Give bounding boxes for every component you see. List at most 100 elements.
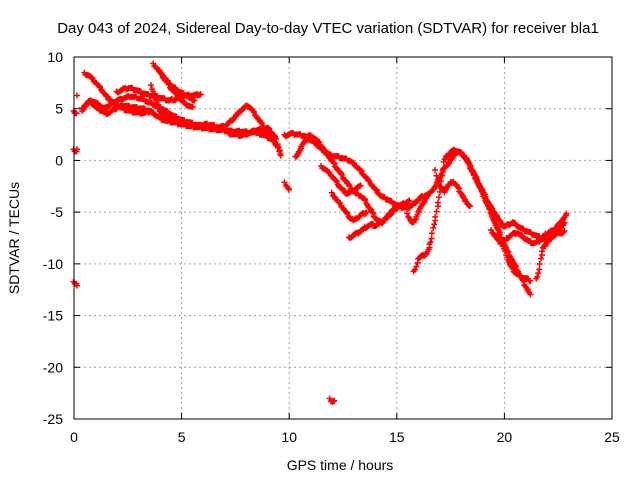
data-point <box>330 159 337 166</box>
y-tick-label: 0 <box>55 152 63 168</box>
data-point <box>406 197 413 204</box>
data-point <box>536 266 543 273</box>
plot-frame <box>73 56 613 420</box>
series-arc-b <box>70 92 80 117</box>
x-tick-label: 5 <box>178 429 186 445</box>
data-point <box>486 206 493 213</box>
data-point <box>365 177 372 184</box>
data-point <box>534 273 541 280</box>
y-tick-label: -20 <box>43 359 63 375</box>
data-point <box>527 291 534 298</box>
axis-ticks: 0 5 10 15 20 25 10 5 0 -5 -10 -15 -20 -25 <box>43 49 620 445</box>
data-point <box>333 178 340 185</box>
data-point <box>560 228 567 235</box>
y-tick-label: -5 <box>51 204 64 220</box>
x-tick-label: 0 <box>70 429 78 445</box>
data-point <box>404 210 411 217</box>
data-point <box>73 146 80 153</box>
data-series <box>70 60 570 406</box>
data-point <box>538 248 545 255</box>
data-point <box>440 165 447 172</box>
data-point <box>73 282 80 289</box>
data-point <box>433 172 440 179</box>
data-point <box>561 227 568 234</box>
series-arc-j <box>156 67 198 104</box>
data-point <box>337 170 344 177</box>
data-point <box>433 208 440 215</box>
data-point <box>454 184 461 191</box>
data-point <box>434 199 441 206</box>
series-arc-w <box>432 166 473 210</box>
data-point <box>285 186 292 193</box>
data-point <box>197 91 204 98</box>
data-point <box>527 278 534 285</box>
data-point <box>323 149 330 156</box>
series-arc-s <box>346 197 413 242</box>
data-point <box>432 213 439 220</box>
series-arc-t <box>326 395 338 406</box>
data-point <box>479 187 486 194</box>
data-point <box>362 197 369 204</box>
x-tick-label: 25 <box>604 429 620 445</box>
data-point <box>191 97 198 104</box>
data-point <box>411 266 418 273</box>
data-point <box>322 148 329 155</box>
data-point <box>148 107 155 114</box>
data-point <box>73 110 80 117</box>
y-tick-label: 10 <box>47 49 63 65</box>
data-point <box>536 261 543 268</box>
y-tick-label: -10 <box>43 256 63 272</box>
data-point <box>369 209 376 216</box>
series-arc-f <box>81 69 155 117</box>
data-point <box>344 211 351 218</box>
data-point <box>187 119 194 126</box>
data-point <box>357 182 364 189</box>
data-point <box>315 138 322 145</box>
data-point <box>427 239 434 246</box>
data-point <box>495 237 502 244</box>
y-axis-label: SDTVAR / TECUs <box>6 182 22 294</box>
series-arc-r <box>328 189 370 224</box>
series-arc-h <box>148 82 194 126</box>
y-tick-label: -15 <box>43 308 63 324</box>
data-point <box>275 143 282 150</box>
data-point <box>505 248 512 255</box>
data-point <box>281 179 288 186</box>
series-arc-aa <box>533 210 570 282</box>
series-arc-g <box>113 84 204 104</box>
data-point <box>189 103 196 110</box>
data-point <box>73 92 80 99</box>
chart-title: Day 043 of 2024, Sidereal Day-to-day VTE… <box>57 20 599 37</box>
data-point <box>537 255 544 262</box>
data-point <box>413 263 420 270</box>
series-arc-m <box>255 129 284 157</box>
x-tick-label: 20 <box>497 429 513 445</box>
data-point <box>155 104 162 111</box>
y-tick-label: -25 <box>43 411 63 427</box>
data-point <box>431 184 438 191</box>
data-point <box>431 221 438 228</box>
data-point <box>428 235 435 242</box>
data-point <box>502 248 509 255</box>
series-arc-c <box>70 278 80 289</box>
data-point <box>151 94 158 101</box>
data-point <box>363 209 370 216</box>
data-point <box>277 150 284 157</box>
series-arc-n <box>281 179 292 193</box>
data-point <box>563 210 570 217</box>
series-arc-y <box>470 172 534 285</box>
data-point <box>250 109 257 116</box>
data-point <box>339 171 346 178</box>
data-point <box>432 166 439 173</box>
data-point <box>428 230 435 237</box>
data-point <box>148 82 155 89</box>
data-point <box>346 183 353 190</box>
data-point <box>259 120 266 127</box>
data-point <box>535 270 542 277</box>
y-tick-label: 5 <box>55 101 63 117</box>
x-tick-label: 10 <box>281 429 297 445</box>
data-point <box>470 172 477 179</box>
data-point <box>154 103 161 110</box>
data-point <box>435 194 442 201</box>
